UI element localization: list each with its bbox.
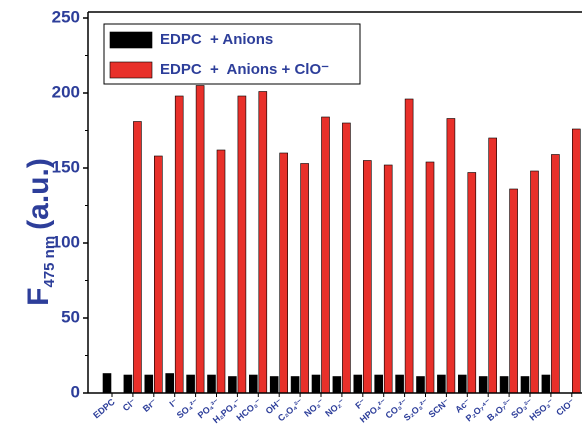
x-tick-label: SO₄²⁻ — [175, 397, 201, 421]
bar — [520, 376, 530, 394]
bar — [541, 374, 551, 394]
y-label-unit: (a.u.) — [22, 158, 55, 230]
y-tick-label: 100 — [52, 232, 80, 251]
bar — [165, 373, 174, 394]
x-tick-label: ClO⁻ — [554, 397, 577, 418]
bar — [416, 376, 425, 394]
bar — [478, 376, 488, 394]
x-tick-label: Cl⁻ — [121, 397, 138, 414]
bar — [269, 376, 279, 394]
bar — [374, 374, 384, 394]
bar — [321, 116, 330, 394]
bar — [425, 161, 435, 394]
bar — [144, 374, 154, 394]
x-tick-label: F⁻ — [353, 397, 367, 411]
bar — [551, 154, 560, 394]
bar — [488, 137, 498, 394]
y-label-main: F — [22, 288, 55, 306]
bar — [123, 374, 133, 394]
bar — [195, 85, 205, 394]
x-tick-label: EDPC — [91, 396, 117, 420]
bar — [249, 374, 258, 394]
x-tick-label: SCN⁻ — [427, 397, 452, 420]
x-tick-label: Br⁻ — [141, 397, 159, 414]
bar — [332, 376, 342, 394]
bar — [383, 164, 393, 394]
y-tick-label: 200 — [52, 82, 80, 101]
bar — [228, 376, 237, 394]
bar — [571, 128, 581, 394]
bar — [186, 374, 195, 394]
y-tick-label: 250 — [52, 7, 80, 26]
bar — [437, 374, 446, 394]
bar — [154, 155, 163, 394]
bar — [216, 149, 226, 394]
bar — [102, 373, 112, 394]
bar — [258, 91, 268, 394]
bar — [457, 374, 467, 394]
bar — [237, 95, 247, 394]
bar — [311, 374, 321, 394]
legend-label: EDPC + Anions — [160, 31, 273, 48]
bar — [290, 376, 300, 394]
bar — [133, 121, 142, 394]
legend-swatch — [109, 31, 153, 49]
x-tick-label: NO₂⁻ — [323, 397, 347, 419]
bar — [300, 163, 309, 394]
x-tick-label: I⁻ — [168, 397, 180, 409]
bar — [509, 188, 518, 394]
legend-label: EDPC + Anions + ClO⁻ — [160, 61, 329, 78]
bar — [174, 95, 184, 394]
y-tick-label: 50 — [61, 307, 80, 326]
y-tick-label: 0 — [71, 382, 80, 401]
y-label-sub: 475 nm — [41, 236, 58, 288]
bar — [353, 374, 363, 394]
x-tick-label: NO₃⁻ — [302, 397, 326, 419]
bar — [499, 376, 509, 394]
y-tick-label: 150 — [52, 157, 80, 176]
x-tick-label: HSO₃⁻ — [528, 397, 556, 423]
bar — [467, 172, 477, 394]
bar — [395, 374, 404, 394]
legend-swatch — [109, 61, 153, 79]
bar — [279, 152, 289, 394]
bar — [446, 118, 456, 394]
bar — [404, 98, 414, 394]
bar — [342, 122, 351, 394]
bar — [530, 170, 539, 394]
y-axis-label: F475 nm (a.u.) — [22, 158, 58, 306]
bar — [207, 374, 216, 394]
bar — [362, 160, 372, 394]
